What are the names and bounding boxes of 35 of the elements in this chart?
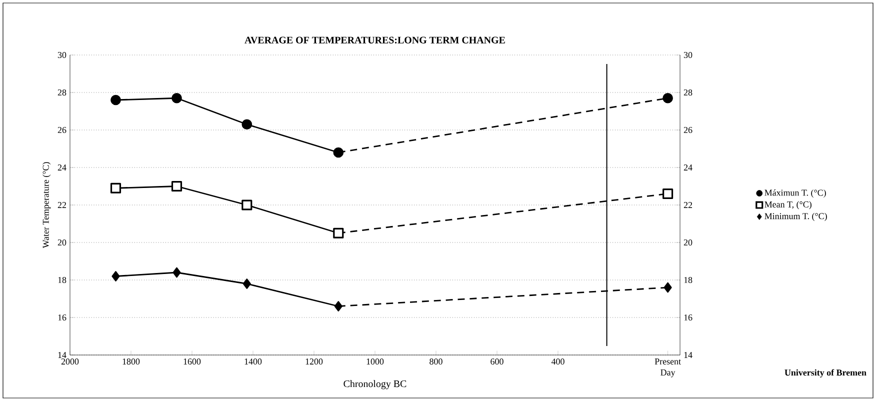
- x-tick-label: 1200: [306, 358, 323, 365]
- x-tick-label: 1800: [122, 358, 140, 365]
- x-tick-label: 400: [551, 358, 564, 365]
- y-tick-label: 16: [58, 314, 66, 321]
- text: University of Bremen: [784, 369, 866, 378]
- x-tick-label: 1000: [366, 358, 384, 365]
- y-tick-label: 14: [58, 352, 66, 358]
- y2-tick-label: 14: [684, 352, 692, 358]
- y-tick-label: 26: [58, 126, 66, 134]
- y-axis-title: Water Temperature (°C): [42, 162, 51, 248]
- legend-label: Mean T, (°C): [764, 201, 812, 210]
- x-tick-label: 600: [490, 358, 504, 365]
- y2-tick-label: 28: [684, 89, 692, 96]
- x-tick-label: 800: [430, 358, 442, 365]
- legend-label: Minimum T. (°C): [764, 212, 827, 221]
- y2-tick-label: 20: [684, 239, 692, 246]
- x-tick-label: 2000: [61, 358, 79, 365]
- y-tick-label: 18: [58, 276, 66, 284]
- y-tick-label: 22: [58, 202, 66, 208]
- x-tick-label: Present Day: [654, 358, 681, 378]
- y2-tick-label: 16: [684, 314, 692, 321]
- y-tick-label: 24: [58, 164, 66, 170]
- y2-tick-label: 30: [684, 52, 692, 58]
- x-tick-label: 1600: [184, 358, 201, 365]
- x-axis-title: Chronology BC: [344, 380, 406, 390]
- y-tick-label: 30: [58, 52, 66, 58]
- y2-tick-label: 18: [684, 276, 692, 284]
- y2-tick-label: 24: [684, 164, 692, 170]
- x-tick-label: 1400: [244, 358, 262, 365]
- chart-title: AVERAGE OF TEMPERATURES:LONG TERM CHANGE: [244, 36, 505, 44]
- legend-label: Máximun T. (°C): [764, 189, 826, 198]
- y2-tick-label: 22: [684, 202, 692, 208]
- y2-tick-label: 26: [684, 126, 692, 134]
- y-tick-label: 20: [58, 239, 66, 246]
- y-tick-label: 28: [58, 89, 66, 96]
